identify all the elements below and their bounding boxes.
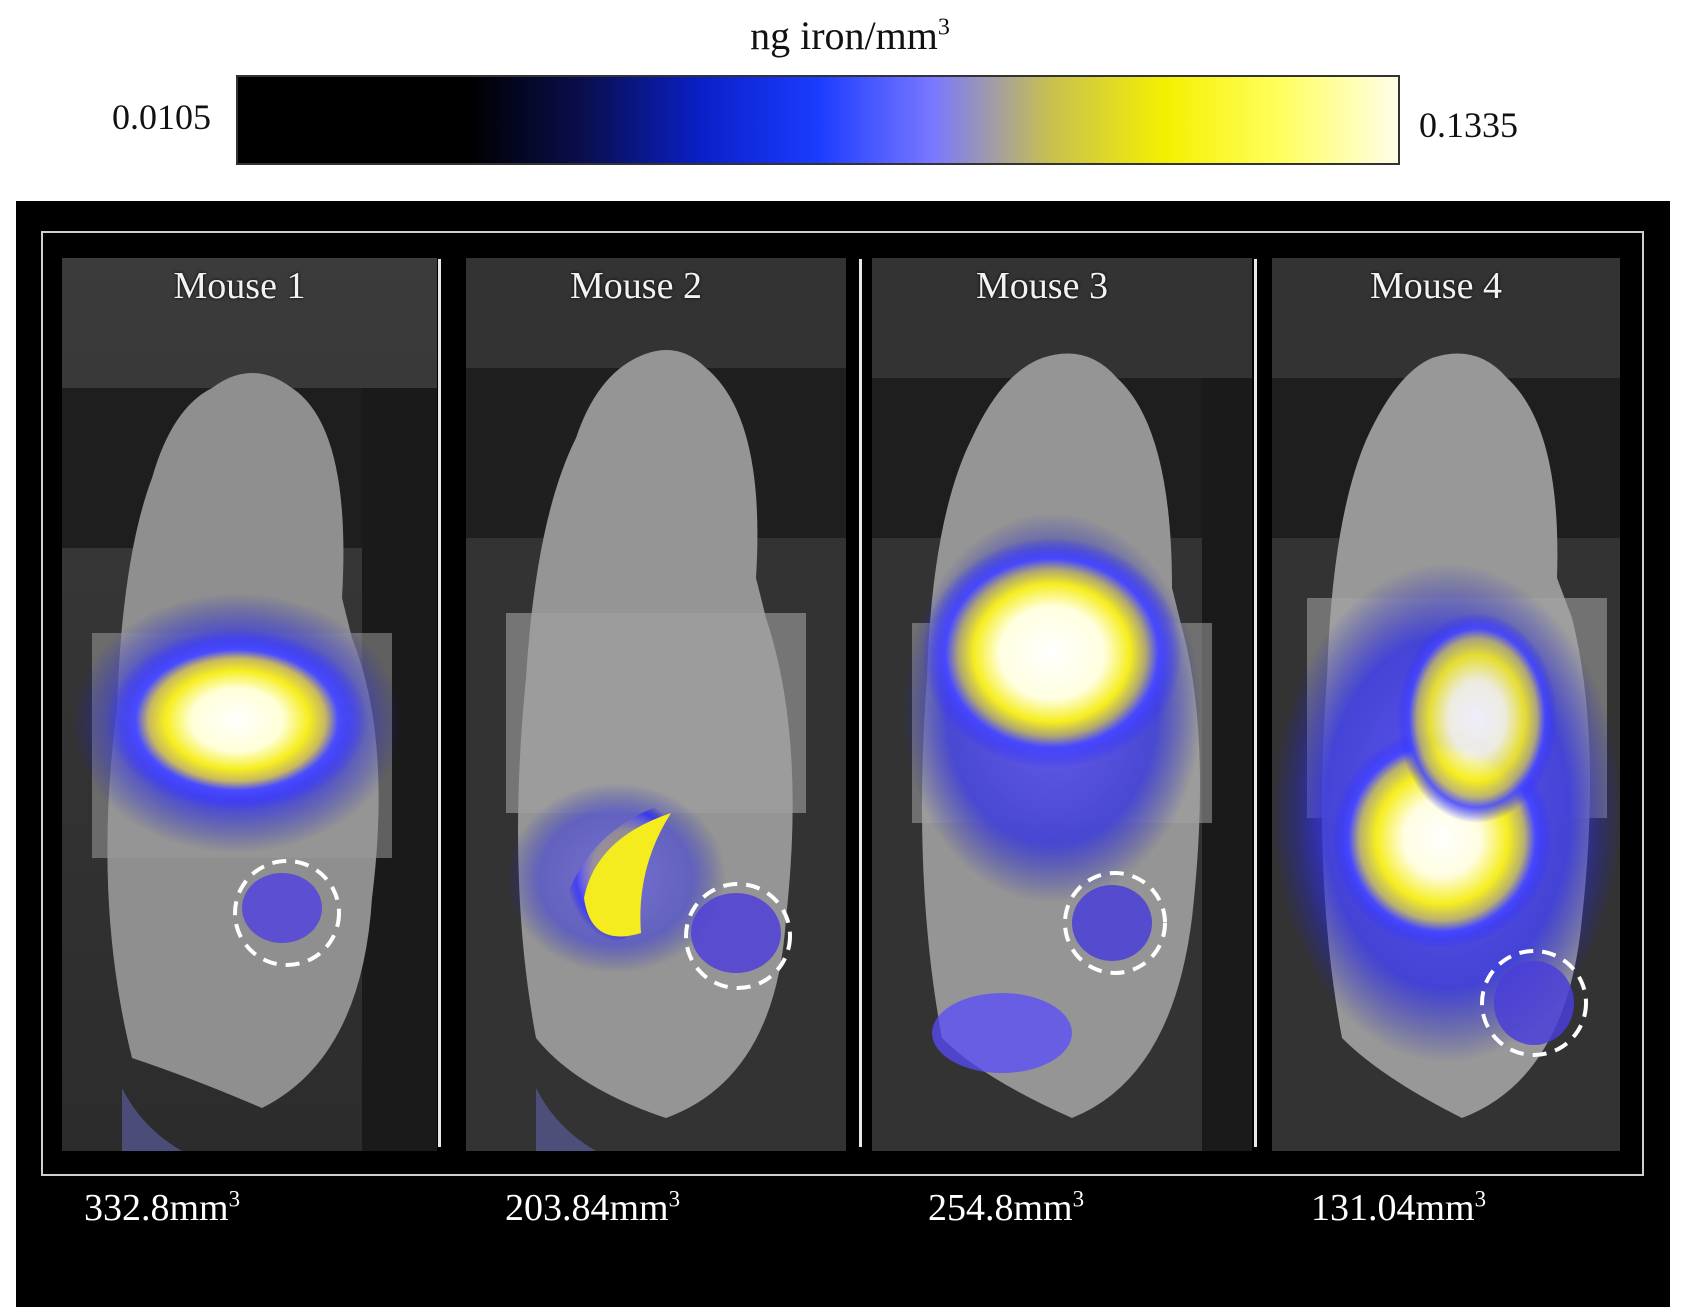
mouse-1-volume: 332.8mm3	[84, 1186, 241, 1229]
mouse-1-image: Mouse 1	[62, 258, 437, 1151]
mouse-4-image: Mouse 4	[1272, 258, 1620, 1151]
mouse-3-image: Mouse 3	[872, 258, 1252, 1151]
mouse-2-image: Mouse 2	[466, 258, 846, 1151]
image-frame	[41, 231, 1644, 1176]
mouse-2-label: Mouse 2	[570, 265, 702, 307]
image-panel: Mouse 1	[16, 201, 1670, 1307]
colorbar-min-label: 0.0105	[112, 97, 211, 137]
colorbar-max-label: 0.1335	[1419, 105, 1518, 145]
mouse-2-volume: 203.84mm3	[505, 1186, 681, 1229]
mouse-4-label: Mouse 4	[1370, 265, 1502, 307]
mouse-3-volume: 254.8mm3	[928, 1186, 1085, 1229]
colorbar	[236, 75, 1400, 165]
separator	[1254, 259, 1257, 1147]
mouse-4-volume: 131.04mm3	[1311, 1186, 1487, 1229]
mouse-1-label: Mouse 1	[173, 265, 306, 307]
separator	[438, 259, 441, 1147]
separator	[859, 259, 862, 1147]
colorbar-title: ng iron/mm3	[750, 13, 950, 58]
mouse-3-label: Mouse 3	[976, 265, 1108, 307]
